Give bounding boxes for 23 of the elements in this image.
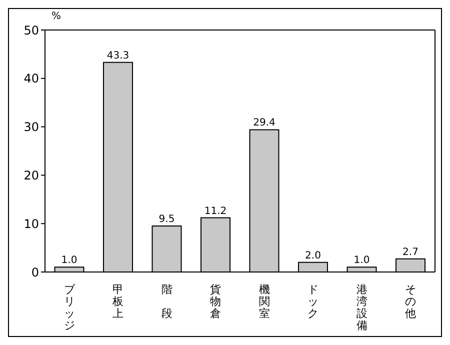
data-label: 43.3 xyxy=(106,50,130,62)
data-label: 1.0 xyxy=(354,255,370,266)
x-tick-label: ドック xyxy=(308,283,319,320)
data-label: 11.2 xyxy=(204,206,227,217)
data-label: 2.0 xyxy=(305,250,321,262)
y-tick-label: 10 xyxy=(24,216,39,231)
x-tick-label: 階段 xyxy=(161,283,172,320)
data-label: 2.7 xyxy=(402,246,418,258)
y-tick-label: 40 xyxy=(24,72,39,86)
y-axis-title: % xyxy=(51,11,61,22)
y-tick-label: 20 xyxy=(24,168,39,182)
y-tick-label: 50 xyxy=(24,23,39,38)
x-tick-label: ブリッジ xyxy=(64,283,76,332)
y-tick-label: 30 xyxy=(24,120,39,134)
x-tick-label: 貨物倉 xyxy=(210,283,222,320)
x-tick-label: 甲板上 xyxy=(112,283,124,320)
data-label: 9.5 xyxy=(158,214,175,226)
data-label: 1.0 xyxy=(61,255,78,266)
x-tick-label: 機関室 xyxy=(258,283,270,320)
data-label: 29.4 xyxy=(253,118,276,129)
x-tick-label: その他 xyxy=(405,283,416,320)
y-tick-label: 0 xyxy=(31,265,39,280)
x-tick-label: 港湾設備 xyxy=(356,283,368,332)
